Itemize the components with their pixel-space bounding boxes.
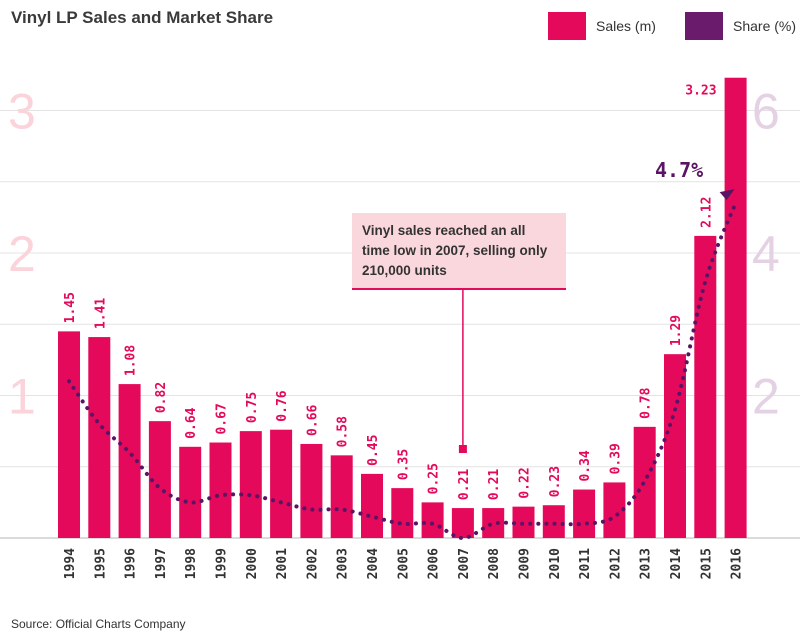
bar (694, 235, 717, 538)
bar (118, 384, 141, 538)
data-label: 2.12 (699, 197, 714, 228)
data-label: 3.23 (685, 84, 716, 99)
legend-sales: Sales (m) (548, 12, 656, 40)
data-label: 1.41 (93, 298, 108, 329)
data-label: 0.78 (639, 387, 654, 418)
legend-share-swatch (685, 12, 723, 40)
x-tick-label: 2001 (275, 548, 290, 579)
data-label: 0.67 (215, 403, 230, 434)
bar (88, 337, 111, 538)
bar (179, 446, 202, 538)
x-tick-label: 1996 (124, 548, 139, 579)
x-tick-label: 1994 (63, 548, 78, 579)
data-label: 0.75 (245, 392, 260, 423)
x-tick-label: 2012 (608, 548, 623, 579)
right-axis-tick: 2 (752, 369, 780, 425)
x-tick-label: 1998 (184, 548, 199, 579)
left-axis-tick: 3 (8, 84, 36, 140)
bar (330, 455, 353, 538)
share-arrow-head (719, 189, 735, 201)
x-tick-label: 1995 (93, 548, 108, 579)
x-tick-label: 2009 (518, 548, 533, 579)
x-tick-label: 1999 (215, 548, 230, 579)
data-label: 0.34 (578, 450, 593, 481)
share-value-label: 4.7% (655, 158, 703, 182)
annotation-marker (458, 445, 467, 453)
data-label: 0.66 (305, 404, 320, 435)
share-line (67, 201, 738, 541)
x-tick-label: 2015 (699, 548, 714, 579)
bar (300, 443, 323, 538)
data-label: 1.29 (669, 315, 684, 346)
data-label: 0.58 (336, 416, 351, 447)
x-tick-label: 2011 (578, 548, 593, 579)
bar (451, 508, 474, 538)
left-axis-tick: 1 (8, 369, 36, 425)
x-tick-label: 2003 (336, 548, 351, 579)
source-note: Source: Official Charts Company (11, 617, 186, 631)
x-tick-label: 1997 (154, 548, 169, 579)
bar (664, 354, 686, 538)
bar (573, 489, 596, 538)
bar (482, 508, 505, 538)
x-tick-label: 2008 (487, 548, 502, 579)
bar (603, 482, 626, 538)
legend-sales-swatch (548, 12, 586, 40)
data-label: 0.82 (154, 382, 169, 413)
data-label: 0.35 (396, 449, 411, 480)
data-label: 0.22 (518, 467, 533, 498)
bar (239, 431, 262, 538)
data-label: 0.21 (487, 469, 502, 500)
bar (148, 421, 171, 538)
right-axis-tick: 6 (752, 84, 780, 140)
data-label: 0.64 (184, 407, 199, 438)
data-label: 0.21 (457, 469, 472, 500)
x-tick-label: 2006 (427, 548, 442, 579)
x-tick-label: 2010 (548, 548, 563, 579)
legend-sales-label: Sales (m) (596, 18, 656, 34)
data-label: 0.39 (608, 443, 623, 474)
bar (270, 429, 293, 538)
bar (542, 505, 565, 538)
legend-share: Share (%) (685, 12, 796, 40)
bar (421, 502, 444, 538)
x-tick-label: 2014 (669, 548, 684, 579)
bar (58, 331, 80, 538)
bar (724, 77, 747, 538)
x-tick-label: 2004 (366, 548, 381, 579)
data-label: 1.08 (124, 345, 139, 376)
bar (361, 473, 383, 538)
legend-share-label: Share (%) (733, 18, 797, 34)
x-tick-label: 2016 (730, 548, 745, 579)
x-tick-label: 2000 (245, 548, 260, 579)
x-tick-label: 2007 (457, 548, 472, 579)
x-tick-label: 2002 (305, 548, 320, 579)
bar (209, 442, 232, 538)
data-label: 0.76 (275, 390, 290, 421)
x-tick-label: 2013 (639, 548, 654, 579)
data-label: 0.23 (548, 466, 563, 497)
bar (391, 488, 414, 538)
data-label: 0.45 (366, 435, 381, 466)
right-axis-tick: 4 (752, 226, 780, 282)
left-axis-tick: 2 (8, 226, 36, 282)
x-tick-label: 2005 (396, 548, 411, 579)
chart-title: Vinyl LP Sales and Market Share (11, 8, 274, 27)
data-label: 1.45 (63, 292, 78, 323)
annotation-callout: Vinyl sales reached an all time low in 2… (352, 213, 566, 290)
data-label: 0.25 (427, 463, 442, 494)
